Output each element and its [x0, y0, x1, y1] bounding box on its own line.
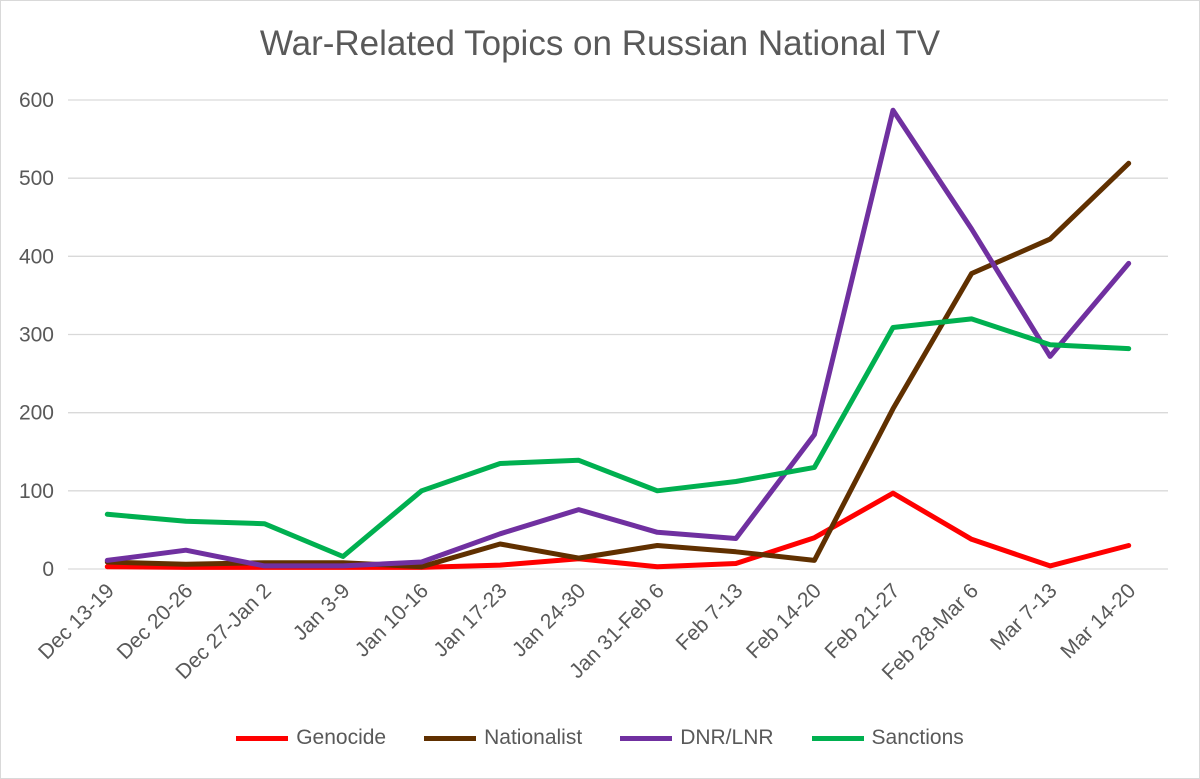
x-tick-label: Dec 13-19 [34, 579, 119, 664]
x-tick-label: Feb 14-20 [742, 579, 826, 663]
x-tick-label: Dec 20-26 [113, 579, 198, 664]
y-tick-label: 600 [19, 89, 54, 112]
x-tick-label: Feb 21-27 [821, 579, 905, 663]
x-tick-label: Jan 3-9 [289, 579, 355, 645]
series-line-sanctions [104, 316, 1132, 559]
chart-title: War-Related Topics on Russian National T… [259, 24, 941, 63]
y-tick-label: 100 [19, 480, 54, 503]
y-tick-label: 200 [19, 402, 54, 425]
legend-label: DNR/LNR [680, 726, 774, 749]
legend-item: DNR/LNR [620, 726, 774, 750]
legend-item: Sanctions [811, 726, 964, 750]
x-tick-label: Mar 14-20 [1056, 579, 1140, 663]
series-line-nationalist [104, 160, 1132, 570]
y-tick-label: 300 [19, 324, 54, 347]
series-line-genocide [104, 490, 1132, 570]
x-tick-label: Mar 7-13 [986, 579, 1062, 655]
legend-swatch [424, 735, 477, 741]
legend-item: Nationalist [424, 726, 582, 750]
legend: Genocide Nationalist DNR/LNR Sanctions [0, 726, 1200, 750]
series-lines [104, 107, 1132, 570]
x-tick-label: Jan 17-23 [429, 579, 511, 661]
x-tick-label: Jan 10-16 [351, 579, 433, 661]
y-axis-ticks: 0 100 200 300 400 500 600 [19, 89, 54, 581]
gridlines [68, 99, 1168, 570]
legend-swatch [236, 735, 289, 741]
legend-label: Genocide [296, 726, 387, 749]
x-tick-label: Jan 24-30 [508, 579, 590, 661]
legend-label: Sanctions [871, 726, 964, 749]
y-tick-label: 400 [19, 245, 54, 268]
legend-label: Nationalist [484, 726, 583, 749]
legend-swatch [620, 735, 673, 741]
y-tick-label: 0 [42, 558, 54, 581]
legend-item: Genocide [236, 726, 386, 750]
legend-swatch [811, 735, 864, 741]
series-line-dnr-lnr [104, 107, 1132, 569]
y-tick-label: 500 [19, 167, 54, 190]
x-tick-label: Feb 7-13 [672, 579, 748, 655]
